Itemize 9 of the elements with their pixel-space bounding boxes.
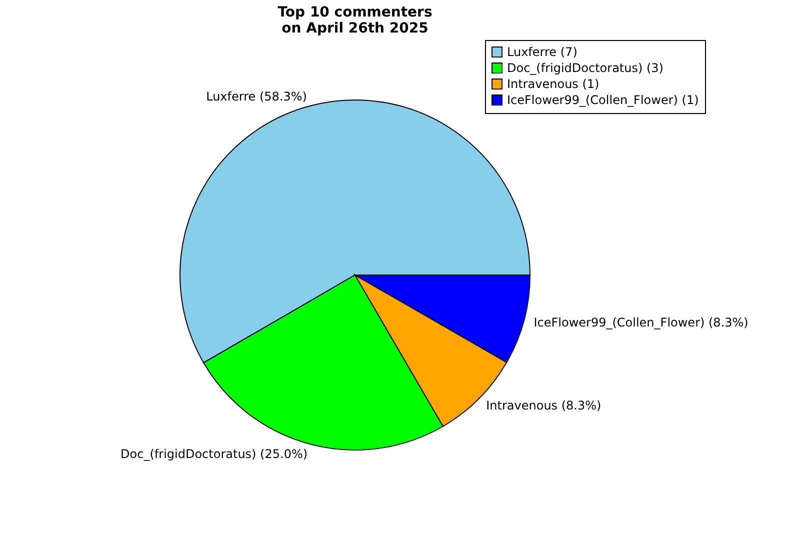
legend-label: IceFlower99_(Collen_Flower) (1): [507, 93, 699, 107]
data-label: Doc_(frigidDoctoratus) (25.0%): [120, 446, 308, 461]
legend-label: Luxferre (7): [507, 45, 578, 59]
data-label: IceFlower99_(Collen_Flower) (8.3%): [534, 316, 748, 330]
legend-label: Doc_(frigidDoctoratus) (3): [507, 61, 664, 75]
data-label: Luxferre (58.3%): [206, 89, 307, 104]
chart-title: Top 10 commenters on April 26th 2025: [278, 4, 432, 36]
legend-label: Intravenous (1): [507, 77, 600, 91]
data-label: Intravenous (8.3%): [486, 398, 602, 413]
